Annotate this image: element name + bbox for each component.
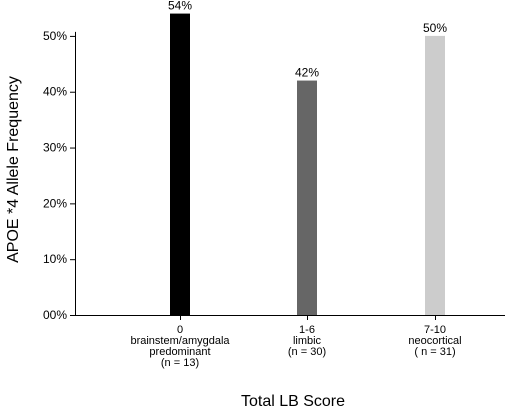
x-tick-label: 0 <box>177 324 183 336</box>
y-axis-ticks: 00% 10% 20% 30% 40% 50% <box>43 29 436 322</box>
x-tick-label: 7-10 <box>424 324 446 336</box>
x-tick-label: brainstem/amygdala <box>130 335 230 347</box>
x-tick-label: (n = 13) <box>161 357 199 369</box>
value-labels: 54% 42% 50% <box>168 0 447 80</box>
x-tick-label: ( n = 31) <box>414 346 455 358</box>
x-axis-title: Total LB Score <box>241 393 345 410</box>
bar-value-label: 42% <box>295 66 319 80</box>
y-tick-label: 00% <box>43 308 67 322</box>
bar <box>297 80 317 316</box>
bar <box>425 35 445 316</box>
bar-value-label: 50% <box>423 21 447 35</box>
x-tick-label: 1-6 <box>299 324 315 336</box>
y-tick-label: 40% <box>43 85 67 99</box>
bar-value-label: 54% <box>168 0 192 13</box>
x-tick-label: limbic <box>293 335 322 347</box>
bars <box>170 13 445 316</box>
y-tick-label: 50% <box>43 29 67 43</box>
bar <box>170 13 190 315</box>
x-tick-label: predominant <box>149 346 210 358</box>
y-tick-label: 10% <box>43 252 67 266</box>
x-tick-label: (n = 30) <box>288 346 326 358</box>
y-tick-label: 30% <box>43 141 67 155</box>
y-tick-label: 20% <box>43 196 67 210</box>
x-tick-label: neocortical <box>408 335 461 347</box>
y-axis-title: APOE *4 Allele Frequency <box>5 76 22 263</box>
